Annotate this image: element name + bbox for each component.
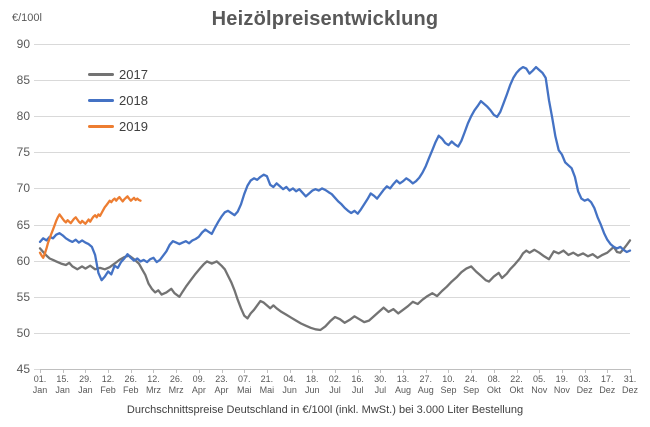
y-axis-unit-label: €/100l bbox=[12, 12, 42, 24]
x-tick-label-17.Dez: 17. Dez bbox=[599, 374, 616, 395]
y-tick-label-90: 90 bbox=[16, 37, 30, 51]
x-tick-label-24.Sep: 24. Sep bbox=[463, 374, 480, 395]
x-tick-label-05.Nov: 05. Nov bbox=[531, 374, 548, 395]
x-tick-label-04.Jun: 04. Jun bbox=[282, 374, 297, 395]
x-tick-label-10.Sep: 10. Sep bbox=[440, 374, 457, 395]
legend-swatch-2017 bbox=[88, 72, 114, 76]
x-tick-label-09.Apr: 09. Apr bbox=[191, 374, 206, 395]
x-tick-label-15.Jan: 15. Jan bbox=[55, 374, 70, 395]
x-tick-label-03.Dez: 03. Dez bbox=[576, 374, 593, 395]
legend-item-2018: 2018 bbox=[88, 87, 148, 113]
x-tick-label-02.Jul: 02. Jul bbox=[328, 374, 342, 395]
y-tick-label-45: 45 bbox=[16, 362, 30, 376]
x-tick-label-27.Aug: 27. Aug bbox=[417, 374, 434, 395]
x-tick-label-01.Jan: 01. Jan bbox=[32, 374, 48, 395]
legend-label-2017: 2017 bbox=[119, 66, 148, 82]
series-line-2019 bbox=[38, 195, 142, 259]
x-tick-label-19.Nov: 19. Nov bbox=[553, 374, 570, 395]
y-tick-label-50: 50 bbox=[16, 325, 30, 340]
y-tick-label-60: 60 bbox=[16, 253, 30, 268]
x-tick-label-31.Dez: 31. Dez bbox=[621, 374, 638, 395]
legend-swatch-2018 bbox=[88, 98, 114, 102]
chart-title: Heizölpreisentwicklung bbox=[211, 8, 439, 30]
y-tick-label-75: 75 bbox=[16, 145, 30, 160]
legend-label-2018: 2018 bbox=[119, 92, 148, 108]
series-line-2017 bbox=[38, 239, 632, 332]
x-tick-label-22.Okt: 22. Okt bbox=[509, 374, 524, 395]
legend-item-2017: 2017 bbox=[88, 61, 148, 87]
x-tick-label-13.Aug: 13. Aug bbox=[395, 374, 412, 395]
x-tick-label-30.Jul: 30. Jul bbox=[374, 374, 387, 395]
y-tick-label-70: 70 bbox=[16, 181, 30, 196]
x-tick-label-08.Okt: 08. Okt bbox=[486, 374, 501, 395]
x-tick-label-23.Apr: 23. Apr bbox=[214, 374, 229, 395]
legend-item-2019: 2019 bbox=[88, 113, 148, 139]
legend: 2017 2018 2019 bbox=[88, 61, 148, 139]
x-tick-label-18.Jun: 18. Jun bbox=[305, 374, 320, 395]
x-tick-label-07.Mai: 07. Mai bbox=[236, 374, 252, 395]
y-tick-label-80: 80 bbox=[16, 109, 30, 124]
x-tick-label-26.Mrz: 26. Mrz bbox=[168, 374, 184, 395]
legend-label-2019: 2019 bbox=[119, 118, 148, 134]
x-tick-label-21.Mai: 21. Mai bbox=[259, 374, 275, 395]
y-tick-label-55: 55 bbox=[16, 289, 30, 304]
chart-caption: Durchschnittspreise Deutschland in €/100… bbox=[126, 404, 524, 416]
series-line-2018 bbox=[38, 65, 632, 282]
legend-swatch-2019 bbox=[88, 124, 114, 128]
x-tick-label-12.Feb: 12. Feb bbox=[100, 374, 116, 395]
x-tick-label-16.Jul: 16. Jul bbox=[351, 374, 364, 395]
x-tick-label-26.Feb: 26. Feb bbox=[123, 374, 139, 395]
y-tick-label-85: 85 bbox=[16, 73, 30, 88]
y-tick-label-65: 65 bbox=[16, 217, 30, 232]
x-tick-label-12.Mrz: 12. Mrz bbox=[145, 374, 161, 395]
x-tick-label-29.Jan: 29. Jan bbox=[78, 374, 93, 395]
